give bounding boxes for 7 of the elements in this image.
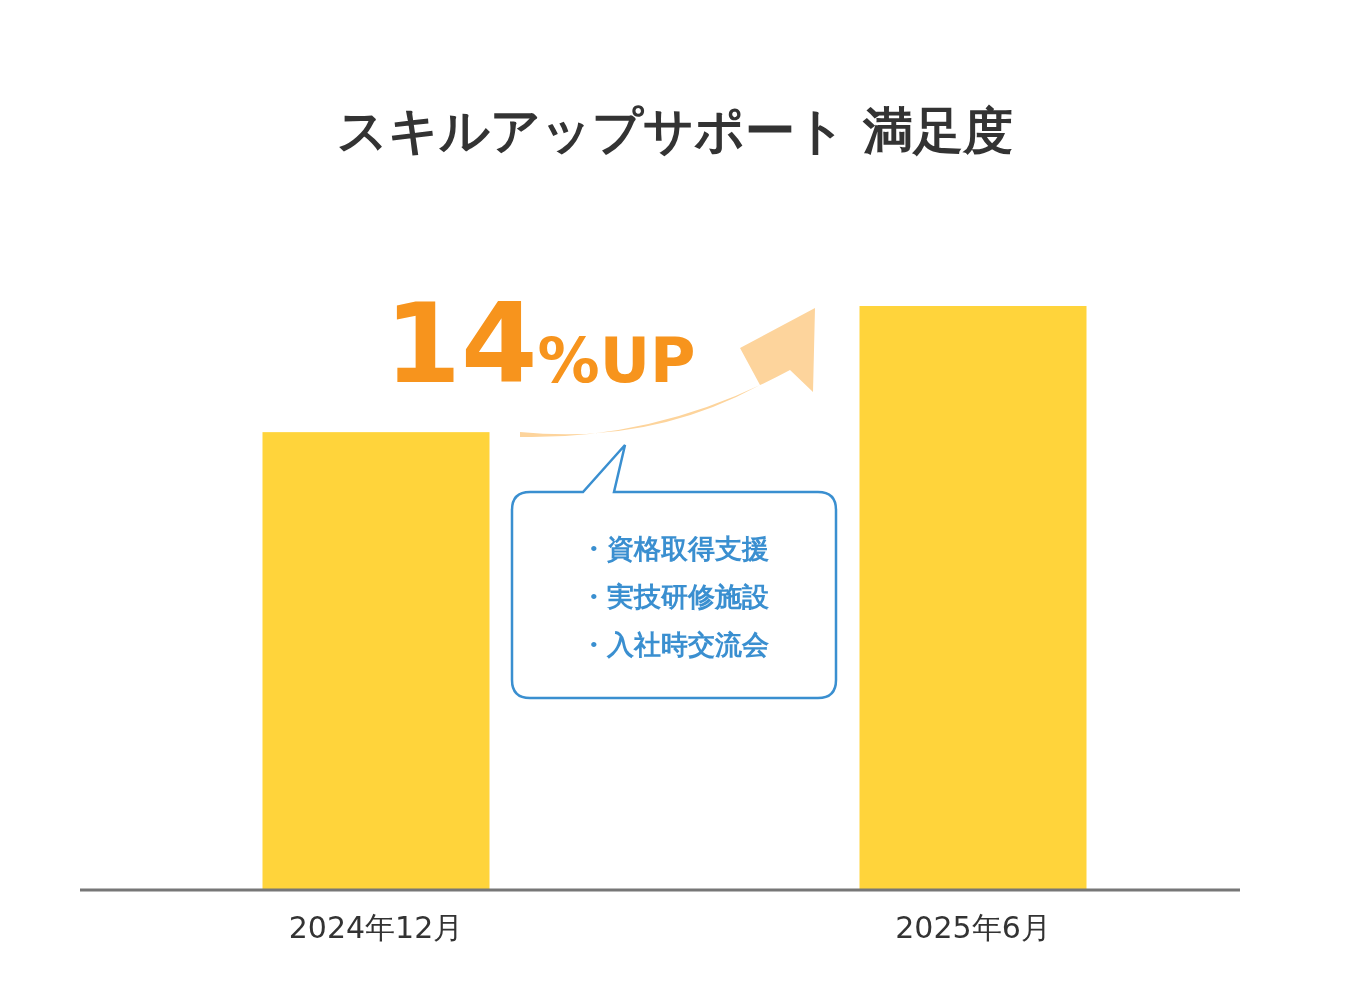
annotation: 14%UP <box>384 280 696 408</box>
x-tick-label: 2025年6月 <box>895 910 1051 945</box>
x-tick-label: 2024年12月 <box>288 910 464 945</box>
annotation: ・入社時交流会 <box>579 629 769 660</box>
annotation: ・実技研修施設 <box>579 581 770 612</box>
annotation: ・資格取得支援 <box>579 533 769 564</box>
chart-title: スキルアップサポート 満足度 <box>336 102 1014 160</box>
